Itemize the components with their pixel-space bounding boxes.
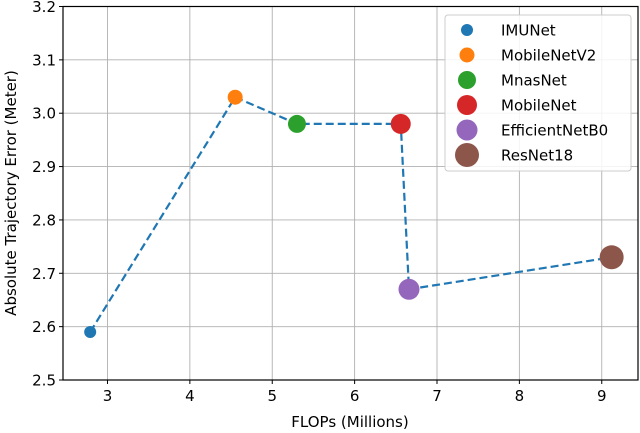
legend: IMUNet MobileNetV2 MnasNet MobileNet Efficie…	[444, 14, 632, 172]
x-tick-label: 9	[597, 387, 607, 405]
y-tick-label: 3.1	[32, 51, 56, 69]
data-points	[84, 89, 624, 338]
legend-label: MobileNetV2	[501, 47, 596, 65]
legend-marker-icon	[458, 71, 476, 89]
legend-label: IMUNet	[501, 22, 556, 40]
y-tick-label: 2.7	[32, 265, 56, 283]
y-tick-label: 2.5	[32, 372, 56, 390]
x-tick-label: 8	[515, 387, 525, 405]
x-tick-label: 3	[103, 387, 113, 405]
legend-marker-icon	[459, 47, 475, 63]
x-tick-label: 7	[432, 387, 442, 405]
legend-label: EfficientNetB0	[501, 122, 608, 140]
data-point-imunet	[84, 325, 97, 338]
data-point-mobilenetv2	[227, 89, 243, 105]
legend-marker-icon	[457, 95, 477, 115]
plot-frame	[62, 5, 639, 381]
dashed-connector-line	[89, 95, 612, 333]
data-point-resnet18	[599, 245, 624, 270]
legend-marker-icon	[461, 24, 473, 36]
data-point-efficientnetb0	[398, 278, 420, 300]
x-tick-label: 5	[267, 387, 277, 405]
x-axis-label: FLOPs (Millions)	[291, 413, 408, 431]
y-tick-label: 2.8	[32, 211, 56, 229]
data-point-mnasnet	[287, 114, 306, 133]
y-tick-label: 3.2	[32, 0, 56, 16]
legend-label: ResNet18	[501, 147, 573, 165]
data-point-mobilenet	[390, 113, 411, 134]
x-tick-label: 4	[185, 387, 195, 405]
y-axis-ticks: 2.5 2.6 2.7 2.8 2.9 3.0 3.1 3.2	[32, 0, 63, 390]
legend-label: MobileNet	[501, 97, 577, 115]
legend-label: MnasNet	[501, 72, 567, 90]
y-tick-label: 3.0	[32, 105, 56, 123]
x-axis-ticks: 3 4 5 6 7 8 9	[103, 380, 607, 405]
legend-box	[444, 14, 632, 172]
y-tick-label: 2.6	[32, 318, 56, 336]
y-tick-label: 2.9	[32, 158, 56, 176]
connector-line	[89, 95, 612, 333]
y-axis-label: Absolute Trajectory Error (Meter)	[2, 70, 20, 316]
x-tick-label: 6	[350, 387, 360, 405]
legend-marker-icon	[455, 143, 479, 167]
legend-marker-icon	[456, 119, 478, 141]
